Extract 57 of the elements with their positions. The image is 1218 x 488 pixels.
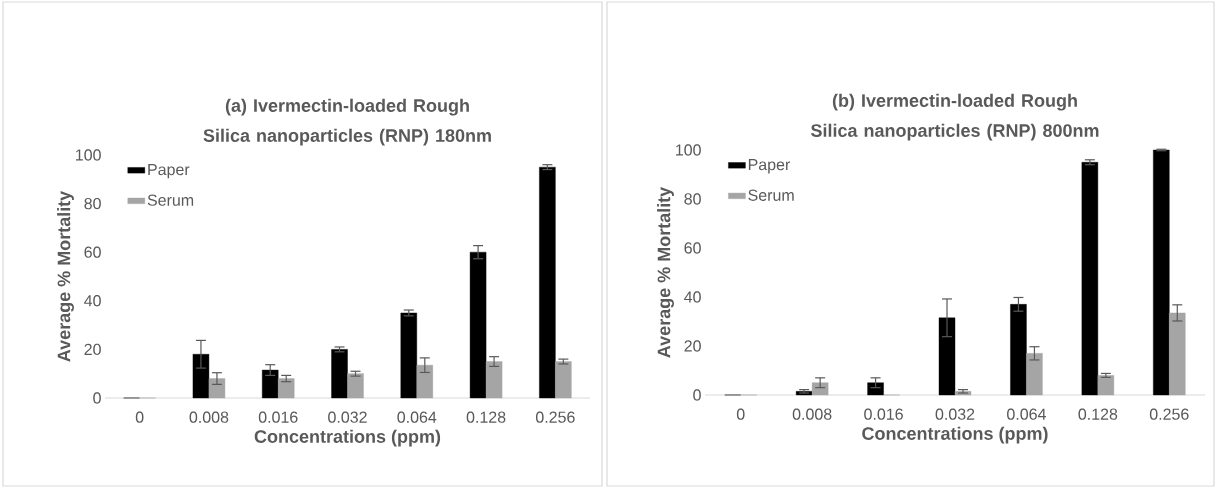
x-tick-label: 0.064	[397, 411, 437, 423]
bar	[400, 312, 417, 399]
y-tick-label: 100	[76, 149, 101, 161]
y-tick-label: 80	[84, 197, 101, 210]
y-axis-title: Average % Mortality	[657, 186, 674, 358]
y-tick-label: 40	[684, 291, 701, 303]
y-tick-label: 40	[84, 295, 101, 307]
bar	[469, 251, 487, 399]
y-tick-label: 80	[684, 193, 701, 205]
chart-title: (b) Ivermectin-loaded Rough Silica nanoparticles (RNP) 800nm	[810, 93, 1099, 141]
bar	[1169, 312, 1186, 396]
x-tick-label: 0.032	[935, 408, 975, 420]
x-axis-title: Concentrations (ppm)	[862, 426, 1048, 444]
x-tick-label: 0.064	[1007, 408, 1046, 420]
x-axis-title: Concentrations (ppm)	[254, 429, 441, 447]
bar	[539, 166, 556, 399]
x-tick-label: 0.128	[1078, 408, 1118, 420]
y-tick-label: 60	[84, 246, 101, 258]
bar	[416, 364, 433, 399]
bar	[1097, 375, 1115, 396]
bar	[331, 349, 348, 399]
x-tick-label: 0	[736, 408, 745, 420]
y-axis-title: Average % Mortality	[57, 190, 74, 362]
bar	[208, 378, 226, 399]
x-tick-label: 0.016	[258, 411, 298, 423]
y-tick-label: 100	[676, 144, 701, 156]
bar	[867, 382, 884, 396]
bar	[1153, 149, 1170, 396]
legend-label: Paper	[148, 164, 190, 179]
y-tick-label: 0	[93, 392, 101, 404]
y-tick-label: 20	[684, 340, 701, 352]
bar	[347, 373, 364, 399]
chart-title: (a) Ivermectin-loaded Rough Silica nanoparticles (RNP) 180nm	[203, 98, 491, 146]
x-tick-label: 0.256	[1149, 408, 1189, 420]
bar	[278, 378, 295, 399]
legend-label: Serum	[147, 194, 194, 206]
bar	[1081, 162, 1099, 396]
x-tick-label: 0.032	[328, 411, 367, 423]
x-tick-label: 0	[135, 411, 144, 423]
bar	[811, 382, 829, 396]
legend-label: Paper	[748, 159, 791, 174]
bar	[1010, 304, 1027, 396]
bar	[938, 317, 956, 396]
bar	[192, 354, 210, 399]
x-tick-label: 0.128	[466, 411, 506, 423]
bar	[485, 361, 503, 399]
legend-label: Serum	[748, 189, 794, 201]
y-tick-label: 60	[684, 242, 701, 254]
bar	[555, 361, 572, 399]
x-tick-label: 0.008	[189, 411, 229, 423]
x-tick-label: 0.016	[864, 408, 903, 420]
x-tick-label: 0.008	[792, 408, 832, 420]
y-tick-label: 20	[84, 343, 101, 356]
x-tick-label: 0.256	[535, 411, 575, 423]
bar	[262, 369, 279, 399]
y-tick-label: 0	[693, 389, 701, 401]
bar	[1026, 353, 1043, 396]
